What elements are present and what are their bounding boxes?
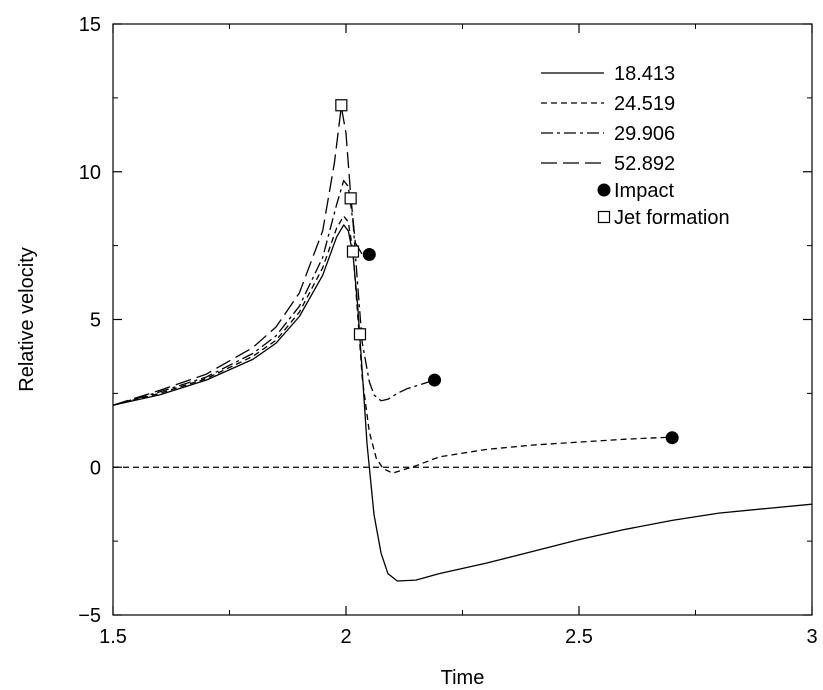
impact-marker bbox=[665, 431, 679, 445]
x-axis-title: Time bbox=[441, 667, 485, 689]
legend-symbol-impact bbox=[597, 183, 611, 197]
x-tick-label: 2.5 bbox=[565, 626, 593, 648]
legend-label-24-519: 24.519 bbox=[614, 93, 675, 115]
series-line-29-906 bbox=[112, 179, 435, 406]
impact-marker bbox=[362, 247, 376, 261]
legend-label-impact: Impact bbox=[614, 180, 674, 202]
tick-layer: 1.5 2 2.5 3 −5 0 5 10 15 bbox=[78, 14, 817, 648]
impact-marker bbox=[428, 373, 442, 387]
y-tick-label: −5 bbox=[78, 605, 101, 627]
legend-label-29-906: 29.906 bbox=[614, 123, 675, 145]
legend-symbol-jet-formation bbox=[597, 210, 611, 224]
y-tick-label: 0 bbox=[90, 457, 101, 479]
x-tick-label: 3 bbox=[806, 626, 817, 648]
series-layer bbox=[112, 106, 813, 582]
jet-formation-marker bbox=[335, 99, 348, 112]
y-axis-title: Relative velocity bbox=[16, 247, 38, 392]
x-tick-label: 1.5 bbox=[99, 626, 127, 648]
legend-label-52-892: 52.892 bbox=[614, 153, 675, 175]
marker-layer bbox=[335, 99, 679, 445]
y-tick-label: 15 bbox=[79, 14, 101, 36]
y-tick-label: 5 bbox=[90, 310, 101, 332]
series-line-52-892 bbox=[112, 106, 370, 406]
jet-formation-marker bbox=[346, 245, 360, 258]
y-tick-label: 10 bbox=[79, 162, 101, 184]
legend-label-18-413: 18.413 bbox=[614, 63, 675, 85]
legend-label-jet-formation: Jet formation bbox=[614, 207, 730, 229]
plot-frame bbox=[112, 23, 813, 616]
legend: 18.413 24.519 29.906 52.892 Impact Jet format… bbox=[541, 63, 730, 229]
x-tick-label: 2 bbox=[340, 626, 351, 648]
series-line-24-519 bbox=[112, 215, 673, 474]
jet-formation-marker bbox=[344, 192, 357, 205]
jet-formation-marker bbox=[353, 328, 367, 341]
series-line-18-413 bbox=[112, 224, 813, 582]
